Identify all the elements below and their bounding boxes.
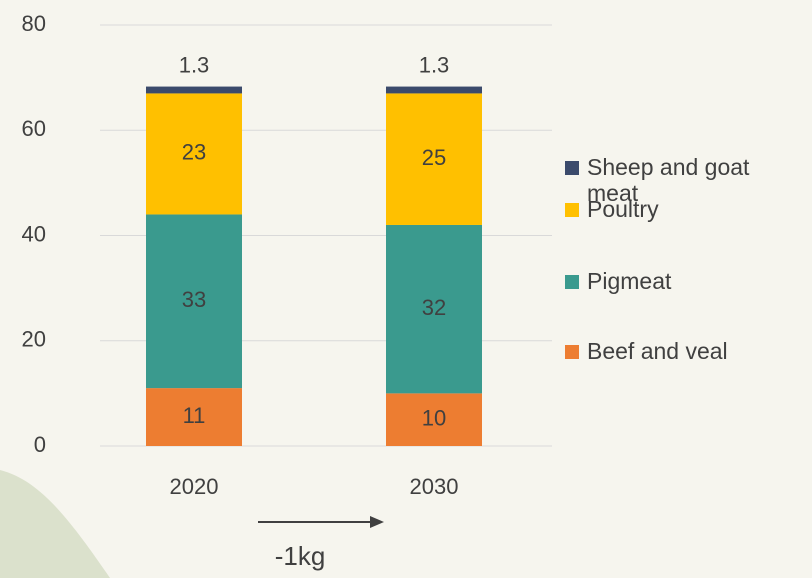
legend-item: Sheep and goat meat (565, 154, 801, 206)
y-tick-label: 60 (22, 116, 46, 141)
legend-label: Poultry (587, 196, 659, 222)
legend-item: Beef and veal (565, 338, 801, 364)
data-label: 23 (182, 140, 206, 165)
legend-swatch (565, 275, 579, 289)
bar-segment (386, 224, 482, 394)
legend-swatch (565, 203, 579, 217)
bar-segment (386, 93, 482, 225)
bar-segment (146, 388, 242, 446)
bar-segment (146, 93, 242, 215)
legend-label: Pigmeat (587, 268, 672, 294)
bar-segment (386, 393, 482, 446)
legend-item: Poultry (565, 196, 801, 222)
x-tick-label: 2030 (410, 474, 459, 499)
y-tick-label: 20 (22, 327, 46, 352)
y-tick-label: 80 (22, 11, 46, 36)
data-label: 10 (422, 406, 446, 431)
legend-label: Beef and veal (587, 338, 728, 364)
data-label: 33 (182, 287, 206, 312)
y-tick-label: 40 (22, 221, 46, 246)
x-tick-label: 2020 (170, 474, 219, 499)
bar-segment (386, 86, 482, 94)
data-label: 1.3 (419, 52, 450, 77)
bar-segment (146, 86, 242, 94)
legend-item: Pigmeat (565, 268, 801, 294)
legend-swatch (565, 161, 579, 175)
legend-swatch (565, 345, 579, 359)
y-tick-label: 0 (34, 432, 46, 457)
data-label: 25 (422, 145, 446, 170)
data-label: 1.3 (179, 52, 210, 77)
data-label: 32 (422, 295, 446, 320)
background-decoration (0, 470, 110, 578)
data-label: 11 (183, 403, 206, 428)
legend-label: Sheep and goat meat (587, 154, 750, 206)
annotation: -1kg (275, 541, 326, 571)
bar-segment (146, 214, 242, 389)
arrow-head (370, 516, 384, 528)
